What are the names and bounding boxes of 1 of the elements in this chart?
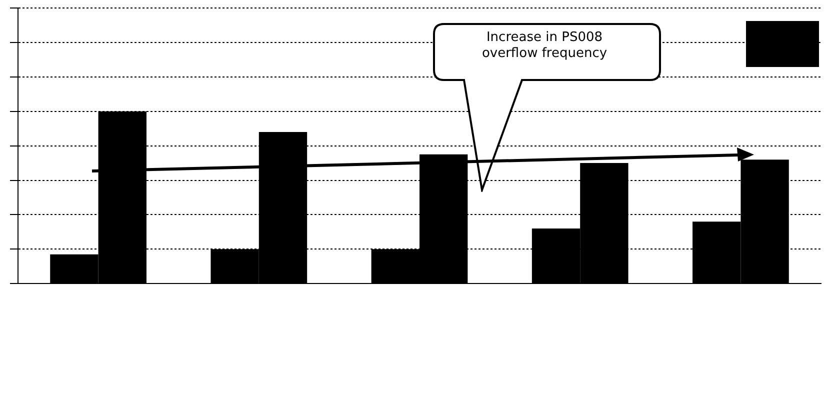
text: Increase in PS008 overflow frequency xyxy=(480,30,608,62)
